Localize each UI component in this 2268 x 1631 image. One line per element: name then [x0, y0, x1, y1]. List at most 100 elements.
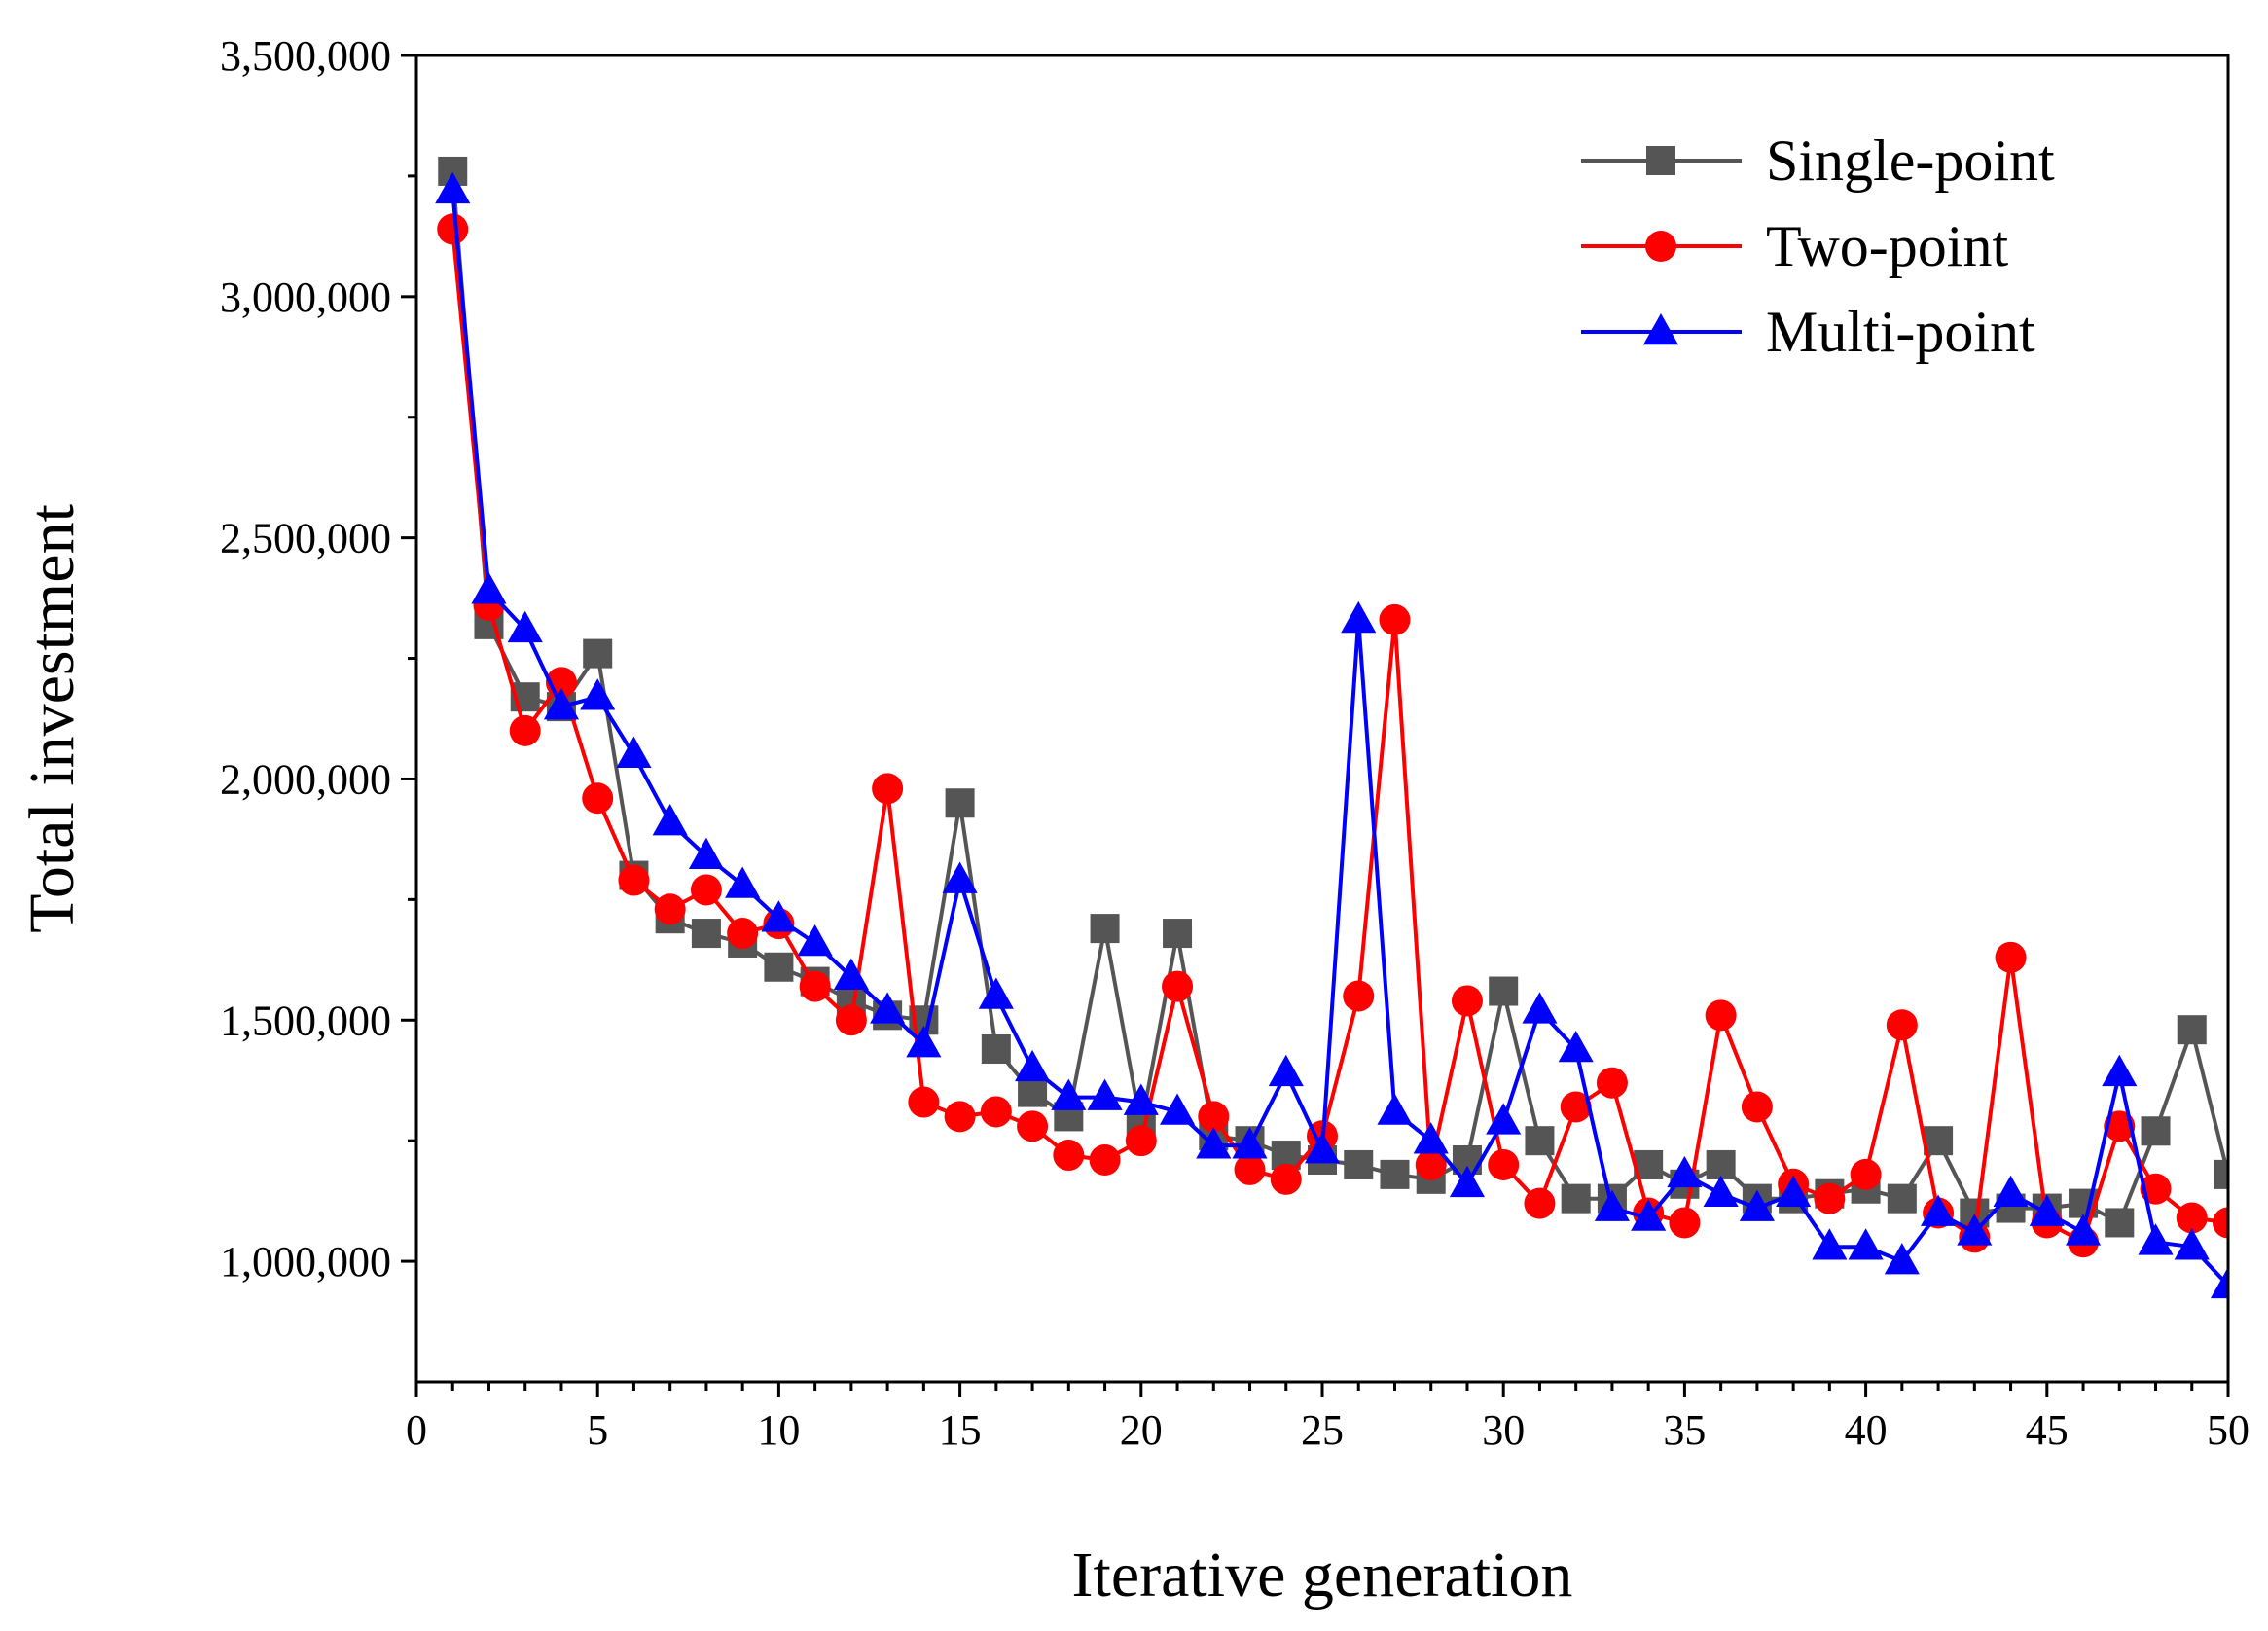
data-point-single-point-30 [1489, 976, 1519, 1006]
data-point-multi-point-11 [797, 924, 833, 957]
data-point-two-point-20 [1125, 1125, 1157, 1157]
data-point-multi-point-32 [1558, 1031, 1594, 1063]
data-point-two-point-35 [1669, 1207, 1701, 1239]
data-point-multi-point-20 [1123, 1083, 1159, 1115]
y-tick-label: 3,000,000 [220, 273, 391, 321]
y-tick-label: 1,500,000 [220, 997, 391, 1044]
data-point-multi-point-19 [1087, 1078, 1123, 1110]
data-point-multi-point-26 [1341, 600, 1377, 634]
data-point-multi-point-24 [1268, 1054, 1304, 1087]
legend-item-single-point: Single-point [1581, 128, 2055, 193]
data-point-single-point-50 [2214, 1159, 2228, 1189]
data-point-single-point-32 [1561, 1183, 1591, 1214]
data-point-multi-point-46 [2065, 1214, 2102, 1246]
data-point-multi-point-39 [1812, 1228, 1848, 1260]
x-tick-label: 5 [587, 1406, 608, 1454]
legend-marker-single-point [1646, 146, 1675, 175]
data-point-single-point-36 [1706, 1149, 1736, 1179]
x-tick-label: 20 [1120, 1406, 1163, 1454]
data-point-multi-point-33 [1594, 1189, 1630, 1221]
data-point-two-point-31 [1524, 1187, 1556, 1219]
data-point-multi-point-47 [2102, 1054, 2138, 1087]
data-point-two-point-16 [980, 1096, 1012, 1128]
data-point-multi-point-8 [688, 837, 724, 870]
data-point-two-point-19 [1089, 1144, 1121, 1177]
data-point-two-point-40 [1850, 1158, 1882, 1190]
data-point-two-point-41 [1886, 1009, 1918, 1041]
x-tick-label: 0 [406, 1406, 427, 1454]
data-point-multi-point-49 [2174, 1228, 2210, 1260]
data-point-single-point-48 [2141, 1116, 2171, 1146]
data-point-single-point-41 [1887, 1183, 1917, 1214]
data-point-single-point-17 [1018, 1077, 1048, 1107]
data-point-multi-point-37 [1739, 1189, 1775, 1221]
x-tick-label: 15 [939, 1406, 982, 1454]
data-point-two-point-18 [1053, 1140, 1085, 1172]
data-point-two-point-39 [1814, 1182, 1846, 1214]
data-point-multi-point-43 [1957, 1214, 1993, 1246]
data-point-single-point-31 [1525, 1126, 1555, 1156]
data-point-multi-point-10 [761, 900, 797, 932]
x-tick-label: 50 [2207, 1406, 2250, 1454]
data-point-two-point-9 [727, 918, 759, 950]
data-point-multi-point-7 [652, 804, 688, 836]
legend-marker-multi-point [1642, 313, 1679, 345]
data-point-two-point-44 [1995, 941, 2027, 973]
data-point-multi-point-2 [471, 572, 507, 604]
data-point-multi-point-9 [725, 866, 761, 898]
y-axis-title: Total investment [17, 504, 88, 933]
x-tick-label: 10 [757, 1406, 800, 1454]
axes-layer: 0 5 10 15 20 25 30 35 40 45 50 1,000,000 1,500,000 2,… [220, 32, 2250, 1454]
data-point-single-point-16 [981, 1034, 1011, 1065]
data-point-multi-point-5 [580, 678, 616, 710]
x-tick-label: 25 [1301, 1406, 1344, 1454]
data-point-multi-point-50 [2210, 1266, 2228, 1299]
data-point-two-point-14 [908, 1086, 940, 1118]
data-point-multi-point-18 [1051, 1078, 1087, 1110]
data-point-multi-point-17 [1015, 1049, 1051, 1082]
data-point-two-point-11 [799, 970, 831, 1002]
data-point-multi-point-21 [1159, 1093, 1196, 1125]
data-point-two-point-22 [1198, 1101, 1230, 1133]
data-point-single-point-5 [583, 638, 613, 669]
data-point-two-point-26 [1343, 980, 1375, 1012]
data-point-multi-point-31 [1522, 992, 1558, 1024]
data-point-multi-point-1 [435, 171, 471, 204]
data-point-multi-point-28 [1413, 1122, 1449, 1154]
data-point-multi-point-27 [1377, 1093, 1413, 1125]
data-point-two-point-32 [1560, 1091, 1592, 1123]
data-point-two-point-15 [944, 1101, 976, 1133]
data-point-two-point-29 [1451, 985, 1483, 1017]
data-point-multi-point-12 [833, 958, 869, 990]
legend-label-two-point: Two-point [1766, 214, 2008, 278]
data-point-two-point-23 [1234, 1153, 1266, 1185]
data-point-multi-point-30 [1486, 1103, 1522, 1135]
data-point-multi-point-4 [543, 688, 580, 720]
data-point-single-point-8 [691, 919, 721, 949]
data-point-two-point-49 [2176, 1202, 2208, 1234]
data-point-multi-point-22 [1196, 1127, 1232, 1159]
data-point-single-point-19 [1090, 914, 1120, 944]
series-multi-point [435, 171, 2228, 1299]
data-point-two-point-21 [1162, 970, 1194, 1002]
legend-marker-two-point [1645, 231, 1676, 262]
data-point-multi-point-15 [942, 861, 978, 893]
x-tick-label: 30 [1482, 1406, 1525, 1454]
legend-label-multi-point: Multi-point [1766, 300, 2035, 364]
series-line-two-point [450, 229, 2228, 1245]
legend-item-multi-point: Multi-point [1581, 300, 2035, 364]
data-point-two-point-37 [1741, 1091, 1773, 1123]
y-tick-label: 2,500,000 [220, 515, 391, 562]
x-tick-label: 45 [2026, 1406, 2069, 1454]
data-point-two-point-30 [1488, 1148, 1520, 1180]
data-point-two-point-5 [582, 782, 614, 815]
data-point-multi-point-3 [507, 610, 543, 643]
data-point-multi-point-16 [978, 977, 1014, 1009]
data-point-two-point-1 [437, 213, 469, 245]
data-point-single-point-42 [1924, 1126, 1954, 1156]
series-layer [435, 156, 2228, 1299]
data-point-multi-point-36 [1703, 1175, 1739, 1208]
data-point-two-point-7 [654, 893, 686, 925]
legend-item-two-point: Two-point [1581, 214, 2008, 278]
